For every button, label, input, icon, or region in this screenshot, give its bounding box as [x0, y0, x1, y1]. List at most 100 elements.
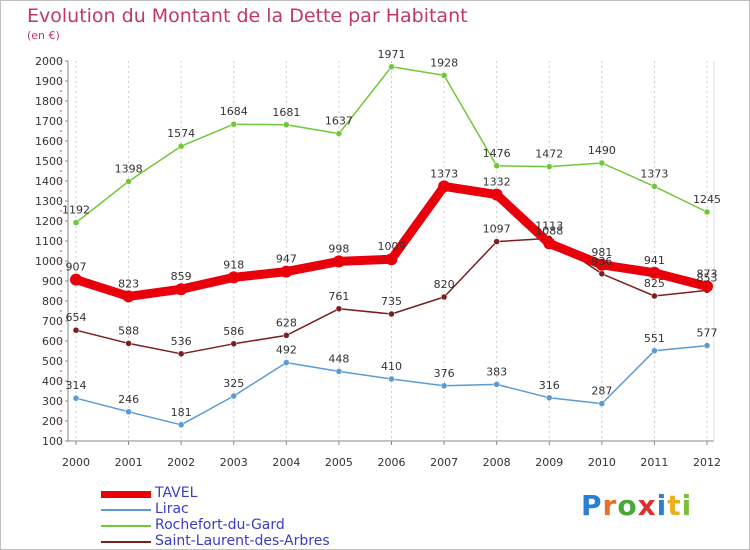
y-minor-dot — [60, 270, 62, 272]
data-point — [125, 340, 132, 347]
data-point — [72, 219, 80, 226]
data-point — [230, 120, 237, 128]
data-point — [177, 350, 185, 358]
data-point — [493, 381, 500, 388]
y-minor-dot — [60, 140, 62, 142]
y-tick-label: 900 — [42, 275, 63, 288]
data-label: 1574 — [167, 127, 195, 140]
y-tick-label: 200 — [42, 415, 63, 428]
data-label: 1476 — [483, 147, 511, 160]
y-tick-label: 1100 — [35, 235, 63, 248]
data-point — [230, 392, 237, 400]
data-point — [703, 342, 711, 349]
data-label: 287 — [591, 385, 612, 398]
x-tick-label: 2012 — [693, 456, 721, 469]
y-tick-label: 1600 — [35, 135, 63, 148]
y-minor-dot — [60, 110, 62, 112]
x-tick-label: 2009 — [535, 456, 563, 469]
data-label: 735 — [381, 295, 402, 308]
data-point — [177, 421, 185, 429]
data-point — [546, 394, 553, 402]
data-point — [701, 280, 713, 293]
data-point — [230, 340, 237, 348]
data-point — [335, 305, 343, 313]
data-point — [283, 121, 290, 129]
y-minor-dot — [60, 100, 62, 102]
data-label: 628 — [276, 316, 297, 329]
data-point — [175, 283, 188, 296]
data-label: 1097 — [483, 223, 511, 236]
logo-letter: i — [681, 489, 693, 522]
y-minor-dot — [60, 60, 62, 62]
data-label: 981 — [591, 246, 612, 259]
y-tick-label: 400 — [42, 375, 63, 388]
y-minor-dot — [60, 170, 62, 172]
data-point — [388, 310, 395, 318]
data-label: 820 — [434, 278, 455, 291]
y-minor-dot — [60, 380, 62, 382]
logo-letter: i — [656, 489, 668, 522]
data-label: 936 — [591, 255, 612, 268]
data-point — [440, 293, 448, 301]
data-point — [283, 359, 290, 366]
y-minor-dot — [60, 120, 62, 122]
data-label: 325 — [223, 377, 244, 390]
data-label: 907 — [66, 261, 87, 274]
y-minor-dot — [60, 320, 62, 322]
y-minor-dot — [60, 150, 62, 152]
y-minor-dot — [60, 240, 62, 242]
proxiti-logo: Proxiti — [581, 489, 692, 522]
logo-letter: r — [602, 489, 618, 522]
data-point — [283, 332, 290, 339]
data-label: 1472 — [535, 148, 563, 161]
data-label: 1373 — [430, 167, 458, 180]
legend-swatch-rochefort — [101, 525, 151, 527]
data-label: 588 — [118, 324, 139, 337]
data-label: 376 — [434, 367, 455, 380]
y-tick-label: 1700 — [35, 115, 63, 128]
y-minor-dot — [60, 230, 62, 232]
data-point — [177, 142, 185, 150]
data-point — [385, 253, 398, 266]
x-tick-label: 2007 — [430, 456, 458, 469]
data-label: 536 — [171, 335, 192, 348]
data-label: 316 — [539, 379, 560, 392]
y-minor-dot — [60, 210, 62, 212]
data-point — [227, 271, 240, 284]
data-label: 1398 — [115, 162, 143, 175]
x-tick-label: 2010 — [588, 456, 616, 469]
data-label: 1088 — [535, 224, 563, 237]
logo-letter: P — [581, 489, 603, 522]
data-point — [493, 162, 500, 170]
data-point — [546, 163, 553, 170]
data-label: 761 — [328, 290, 349, 303]
data-point — [438, 180, 451, 193]
data-label: 1332 — [483, 176, 511, 189]
y-tick-label: 2000 — [35, 55, 63, 68]
x-tick-label: 2003 — [220, 456, 248, 469]
y-minor-dot — [60, 350, 62, 352]
data-label: 998 — [328, 242, 349, 255]
data-label: 410 — [381, 360, 402, 373]
y-minor-dot — [60, 250, 62, 252]
data-point — [440, 382, 448, 390]
y-minor-dot — [60, 430, 62, 432]
y-tick-label: 1000 — [35, 255, 63, 268]
data-label: 853 — [697, 271, 718, 284]
y-minor-dot — [60, 360, 62, 362]
data-label: 448 — [328, 352, 349, 365]
y-tick-label: 1200 — [35, 215, 63, 228]
legend-label: Saint-Laurent-des-Arbres — [155, 533, 330, 549]
x-tick-label: 2002 — [167, 456, 195, 469]
y-minor-dot — [60, 80, 62, 82]
data-point — [72, 326, 80, 334]
data-label: 1373 — [640, 167, 668, 180]
y-tick-label: 1300 — [35, 195, 63, 208]
data-label: 551 — [644, 332, 665, 345]
x-tick-label: 2000 — [62, 456, 90, 469]
x-tick-label: 2005 — [325, 456, 353, 469]
data-label: 947 — [276, 253, 297, 266]
data-point — [598, 159, 606, 167]
data-label: 918 — [223, 258, 244, 271]
y-minor-dot — [60, 220, 62, 222]
